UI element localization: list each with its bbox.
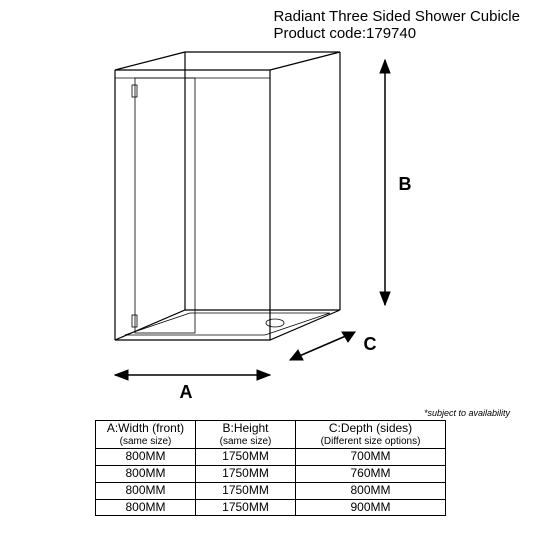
- label-b: B: [399, 174, 412, 194]
- table-row: 800MM1750MM800MM: [96, 482, 446, 499]
- dimension-a: A: [115, 370, 270, 402]
- table-cell: 800MM: [96, 482, 196, 499]
- label-c: C: [364, 334, 377, 354]
- table-header-row: A:Width (front) (same size) B:Height (sa…: [96, 421, 446, 449]
- availability-footnote: *subject to availability: [424, 408, 510, 418]
- table-cell: 800MM: [296, 482, 446, 499]
- product-diagram: A B C: [40, 30, 460, 410]
- table-cell: 1750MM: [196, 499, 296, 516]
- dimensions-table: A:Width (front) (same size) B:Height (sa…: [95, 420, 446, 516]
- table-body: 800MM1750MM700MM800MM1750MM760MM800MM175…: [96, 449, 446, 516]
- table-cell: 800MM: [96, 466, 196, 483]
- table-cell: 1750MM: [196, 482, 296, 499]
- table-cell: 1750MM: [196, 449, 296, 466]
- table-cell: 800MM: [96, 499, 196, 516]
- table-cell: 800MM: [96, 449, 196, 466]
- table-cell: 1750MM: [196, 466, 296, 483]
- dimension-b: B: [380, 60, 412, 305]
- table-row: 800MM1750MM900MM: [96, 499, 446, 516]
- col-header-a: A:Width (front) (same size): [96, 421, 196, 449]
- dimension-c: C: [290, 332, 377, 360]
- table-row: 800MM1750MM700MM: [96, 449, 446, 466]
- label-a: A: [180, 382, 193, 402]
- table-row: 800MM1750MM760MM: [96, 466, 446, 483]
- table-cell: 700MM: [296, 449, 446, 466]
- table-cell: 760MM: [296, 466, 446, 483]
- product-title: Radiant Three Sided Shower Cubicle: [273, 8, 520, 25]
- table-cell: 900MM: [296, 499, 446, 516]
- col-header-b: B:Height (same size): [196, 421, 296, 449]
- col-header-c: C:Depth (sides) (Different size options): [296, 421, 446, 449]
